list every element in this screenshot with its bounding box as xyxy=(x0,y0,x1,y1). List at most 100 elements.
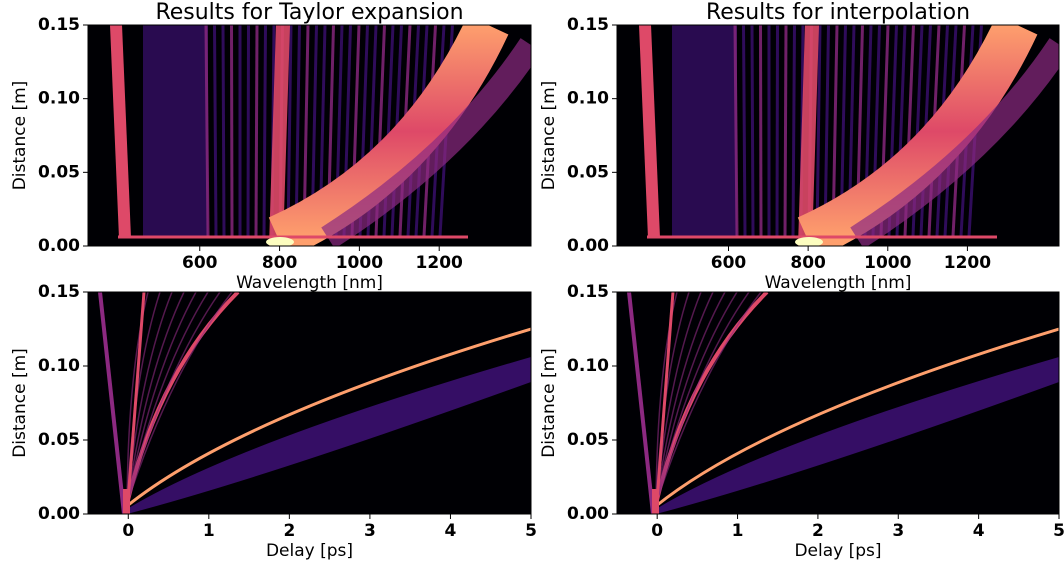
feature xyxy=(126,292,233,505)
x-tick-label: 0 xyxy=(122,521,134,541)
y-tick-label: 0.00 xyxy=(567,504,609,524)
feature xyxy=(672,25,737,236)
y-tick-label: 0.05 xyxy=(38,162,80,182)
heatmap-image xyxy=(617,292,1059,514)
feature xyxy=(655,292,714,505)
y-tick-label: 0.10 xyxy=(38,89,80,109)
frame xyxy=(87,24,532,247)
heatmap-image xyxy=(88,25,531,246)
x-tick-label: 2 xyxy=(283,521,295,541)
x-tick-label: 800 xyxy=(790,253,826,273)
frame xyxy=(616,291,1060,515)
feature xyxy=(98,292,126,514)
feature xyxy=(655,292,750,505)
y-tick-label: 0.10 xyxy=(567,356,609,376)
y-tick-label: 0.05 xyxy=(38,430,80,450)
panel-title: Results for Taylor expansion xyxy=(155,0,463,25)
feature xyxy=(759,25,763,237)
feature xyxy=(798,25,819,246)
x-tick-label: 3 xyxy=(364,521,376,541)
feature xyxy=(652,489,659,514)
y-tick-label: 0.00 xyxy=(567,236,609,256)
x-axis-label: Delay [ps] xyxy=(794,541,881,561)
feature xyxy=(126,292,221,505)
feature xyxy=(654,292,675,514)
y-tick-label: 0.05 xyxy=(567,162,609,182)
feature xyxy=(655,292,726,505)
feature xyxy=(656,357,1059,514)
feature xyxy=(126,292,185,505)
feature xyxy=(268,25,509,246)
y-tick-label: 0.10 xyxy=(567,89,609,109)
feature xyxy=(123,489,130,514)
y-tick-label: 0.15 xyxy=(38,15,80,35)
feature xyxy=(254,25,259,237)
feature xyxy=(823,25,830,237)
panel-title: Results for interpolation xyxy=(706,0,970,25)
heatmap-image xyxy=(617,25,1059,246)
feature xyxy=(797,25,1038,246)
x-tick-label: 1 xyxy=(732,521,744,541)
feature xyxy=(733,25,739,237)
feature xyxy=(266,237,294,246)
x-tick-label: 4 xyxy=(973,521,985,541)
feature xyxy=(850,38,1059,246)
feature xyxy=(125,292,146,514)
frame xyxy=(87,291,532,515)
feature xyxy=(627,292,655,514)
feature xyxy=(126,327,531,508)
x-axis-label: Wavelength [nm] xyxy=(236,273,383,293)
feature xyxy=(655,292,738,505)
feature xyxy=(286,25,293,237)
feature xyxy=(262,25,267,237)
y-tick-label: 0.00 xyxy=(38,236,80,256)
x-axis-label: Wavelength [nm] xyxy=(765,273,912,293)
x-tick-label: 5 xyxy=(525,521,537,541)
feature xyxy=(655,327,1059,508)
feature xyxy=(795,237,823,246)
y-axis-label: Distance [m] xyxy=(10,348,30,458)
feature xyxy=(639,25,660,239)
x-tick-label: 0 xyxy=(651,521,663,541)
x-tick-label: 2 xyxy=(812,521,824,541)
y-axis-label: Distance [m] xyxy=(539,81,559,191)
feature xyxy=(126,292,209,505)
feature xyxy=(269,25,290,246)
x-tick-label: 5 xyxy=(1053,521,1064,541)
x-tick-label: 800 xyxy=(262,253,298,273)
y-tick-label: 0.10 xyxy=(38,356,80,376)
x-tick-label: 4 xyxy=(445,521,457,541)
feature xyxy=(294,25,301,237)
x-tick-label: 1 xyxy=(203,521,215,541)
feature xyxy=(775,25,779,237)
feature xyxy=(213,25,218,237)
y-tick-label: 0.15 xyxy=(567,15,609,35)
feature xyxy=(655,292,762,505)
heatmap-image xyxy=(88,292,531,514)
x-tick-label: 3 xyxy=(892,521,904,541)
feature xyxy=(750,25,755,237)
y-tick-label: 0.15 xyxy=(567,282,609,302)
feature xyxy=(742,25,747,237)
y-tick-label: 0.05 xyxy=(567,430,609,450)
feature xyxy=(815,25,822,237)
feature xyxy=(143,25,208,236)
frame xyxy=(616,24,1060,247)
feature xyxy=(221,25,226,237)
feature xyxy=(110,25,131,239)
x-tick-label: 1200 xyxy=(416,253,463,273)
feature xyxy=(127,357,531,514)
y-axis-label: Distance [m] xyxy=(10,81,30,191)
y-tick-label: 0.00 xyxy=(38,504,80,524)
feature xyxy=(204,25,210,237)
x-axis-label: Delay [ps] xyxy=(266,541,353,561)
x-tick-label: 600 xyxy=(711,253,747,273)
feature xyxy=(230,25,234,237)
feature xyxy=(791,25,796,237)
y-axis-label: Distance [m] xyxy=(539,348,559,458)
feature xyxy=(321,38,531,246)
y-tick-label: 0.15 xyxy=(38,282,80,302)
feature xyxy=(126,292,197,505)
feature xyxy=(246,25,250,237)
